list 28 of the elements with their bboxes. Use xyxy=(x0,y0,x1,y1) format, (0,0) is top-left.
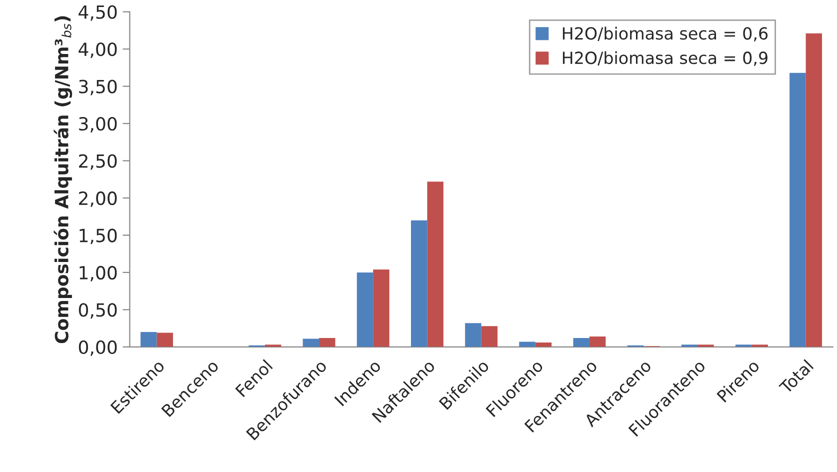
legend-label: H2O/biomasa seca = 0,6 xyxy=(562,26,768,42)
bar xyxy=(373,269,390,347)
y-tick-label: 0,50 xyxy=(78,303,117,319)
bar xyxy=(302,338,320,347)
bar xyxy=(140,332,157,347)
y-tick-label: 2,50 xyxy=(79,154,117,170)
y-tick-label: 0,00 xyxy=(78,340,117,356)
bar xyxy=(519,342,536,347)
y-tick-label: 1,00 xyxy=(80,266,117,282)
y-tick-label: 4,00 xyxy=(78,42,117,58)
bar xyxy=(356,272,374,347)
bar xyxy=(156,332,173,347)
bar xyxy=(319,338,336,347)
bar xyxy=(573,338,590,347)
y-axis-title: Composición Alquitrán (g/Nm³$_{bs}$) xyxy=(54,16,72,344)
y-tick-label: 3,00 xyxy=(79,116,117,132)
bar xyxy=(481,326,498,347)
bar xyxy=(589,336,606,347)
y-tick-label: 4,50 xyxy=(78,5,117,21)
bar xyxy=(790,72,806,347)
bar xyxy=(465,323,482,347)
y-tick-label: 2,00 xyxy=(79,191,117,207)
bar xyxy=(410,220,428,347)
bar xyxy=(427,182,444,347)
y-tick-label: 1,50 xyxy=(80,228,117,244)
y-tick-label: 3,50 xyxy=(79,80,117,96)
legend-label: H2O/biomasa seca = 0,9 xyxy=(562,51,768,66)
bar xyxy=(806,33,822,347)
